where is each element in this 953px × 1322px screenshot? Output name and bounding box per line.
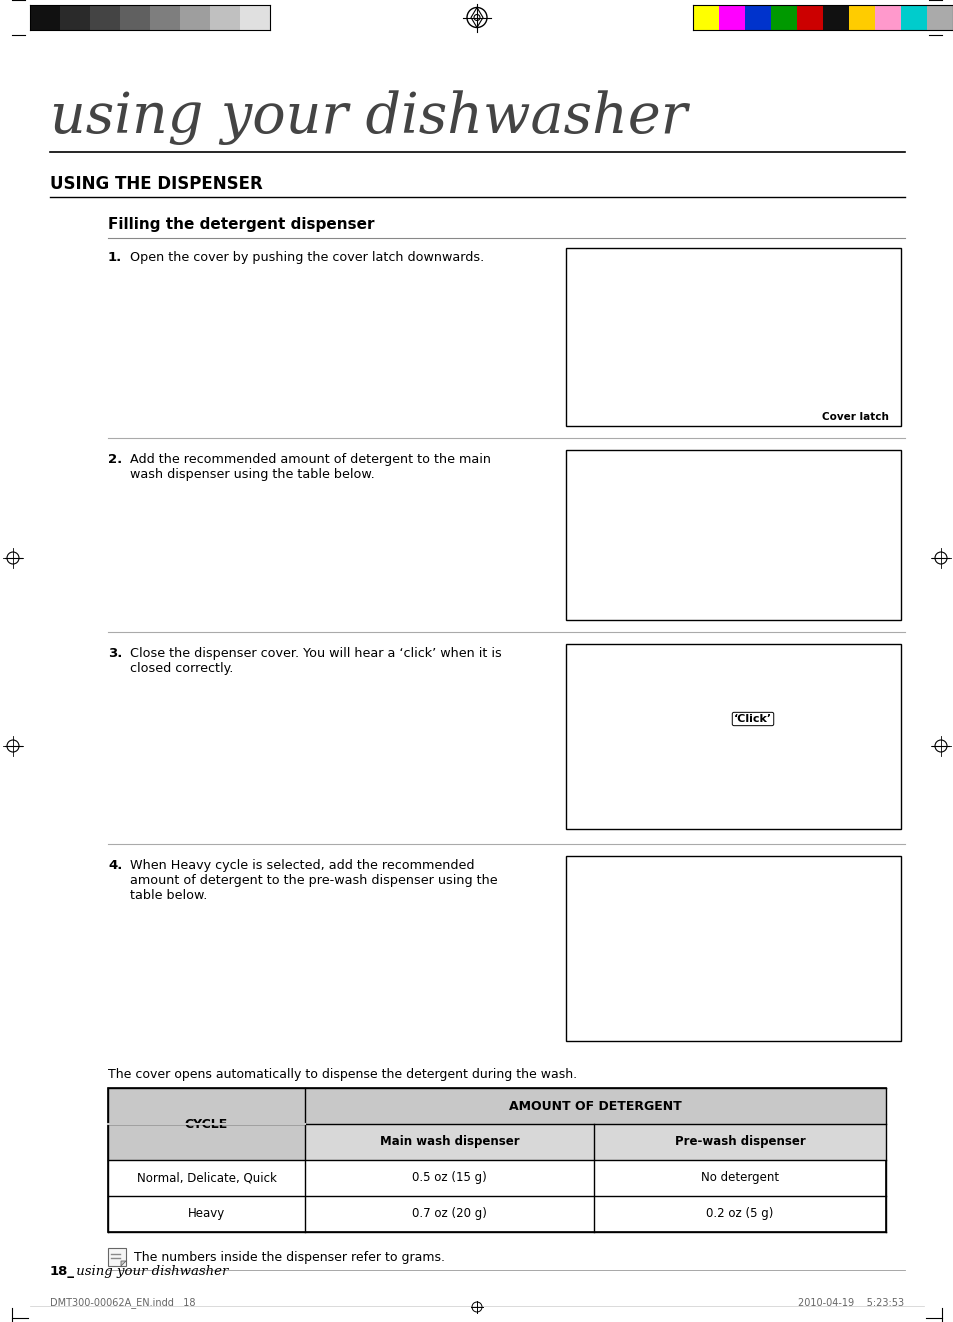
Text: The numbers inside the dispenser refer to grams.: The numbers inside the dispenser refer t…: [133, 1251, 444, 1264]
Bar: [900, 5, 926, 30]
Text: Filling the detergent dispenser: Filling the detergent dispenser: [108, 217, 375, 231]
Bar: [874, 5, 900, 30]
Bar: [150, 5, 180, 30]
Text: When Heavy cycle is selected, add the recommended
amount of detergent to the pre: When Heavy cycle is selected, add the re…: [130, 859, 497, 902]
Bar: [770, 5, 796, 30]
Text: 4.: 4.: [108, 859, 122, 873]
Bar: [305, 1124, 594, 1159]
Text: AMOUNT OF DETERGENT: AMOUNT OF DETERGENT: [509, 1100, 681, 1113]
Bar: [60, 5, 90, 30]
Text: Cover latch: Cover latch: [821, 412, 888, 422]
Bar: [240, 5, 270, 30]
Text: Pre-wash dispenser: Pre-wash dispenser: [674, 1136, 804, 1149]
Text: 0.2 oz (5 g): 0.2 oz (5 g): [705, 1207, 773, 1220]
Bar: [30, 5, 60, 30]
Bar: [719, 5, 744, 30]
Text: Main wash dispenser: Main wash dispenser: [379, 1136, 518, 1149]
Bar: [594, 1124, 885, 1159]
Text: 2.: 2.: [108, 453, 122, 465]
Text: 1.: 1.: [108, 251, 122, 264]
Text: Normal, Delicate, Quick: Normal, Delicate, Quick: [136, 1171, 276, 1185]
Text: CYCLE: CYCLE: [185, 1117, 228, 1130]
Bar: [90, 5, 120, 30]
Text: 2010-04-19    5:23:53: 2010-04-19 5:23:53: [797, 1298, 903, 1307]
Bar: [692, 5, 719, 30]
Text: The cover opens automatically to dispense the detergent during the wash.: The cover opens automatically to dispens…: [108, 1068, 577, 1081]
Text: ‘Click’: ‘Click’: [733, 714, 771, 724]
Bar: [108, 1248, 126, 1266]
Text: DMT300-00062A_EN.indd   18: DMT300-00062A_EN.indd 18: [50, 1297, 195, 1307]
Text: No detergent: No detergent: [700, 1171, 779, 1185]
Bar: [744, 5, 770, 30]
Text: using your dishwasher: using your dishwasher: [71, 1265, 228, 1278]
Polygon shape: [121, 1261, 126, 1266]
Bar: [565, 857, 900, 1040]
Bar: [565, 249, 900, 426]
Bar: [565, 644, 900, 829]
Text: Close the dispenser cover. You will hear a ‘click’ when it is
closed correctly.: Close the dispenser cover. You will hear…: [130, 646, 501, 676]
Text: Heavy: Heavy: [188, 1207, 225, 1220]
Bar: [120, 5, 150, 30]
Bar: [108, 1088, 305, 1159]
Bar: [305, 1088, 885, 1124]
Bar: [565, 449, 900, 620]
Bar: [796, 5, 822, 30]
Bar: [848, 5, 874, 30]
Bar: [210, 5, 240, 30]
Text: 0.5 oz (15 g): 0.5 oz (15 g): [412, 1171, 486, 1185]
Text: USING THE DISPENSER: USING THE DISPENSER: [50, 175, 262, 193]
Bar: [926, 5, 952, 30]
Bar: [180, 5, 210, 30]
Text: Add the recommended amount of detergent to the main
wash dispenser using the tab: Add the recommended amount of detergent …: [130, 453, 491, 481]
Text: 18_: 18_: [50, 1265, 75, 1278]
Text: using your dishwasher: using your dishwasher: [50, 90, 686, 145]
Text: Open the cover by pushing the cover latch downwards.: Open the cover by pushing the cover latc…: [130, 251, 484, 264]
Text: 0.7 oz (20 g): 0.7 oz (20 g): [412, 1207, 486, 1220]
Bar: [108, 1088, 885, 1232]
Text: 3.: 3.: [108, 646, 122, 660]
Bar: [822, 5, 848, 30]
